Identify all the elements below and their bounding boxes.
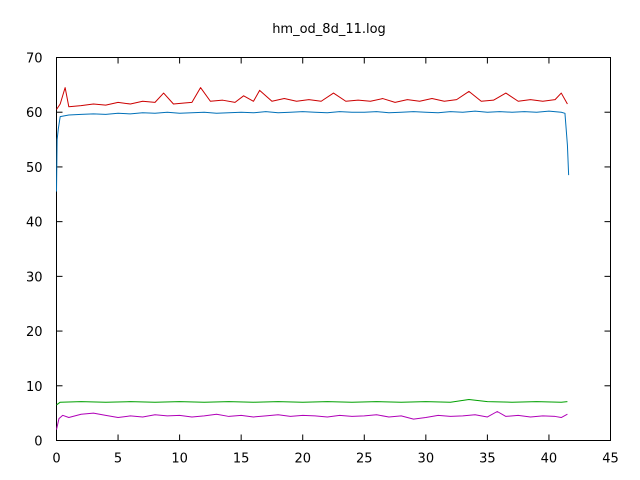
series-line-1 [56,87,568,110]
x-axis: 0 5 10 15 20 25 30 35 40 45 [52,57,619,467]
x-tick-label: 25 [356,452,373,467]
y-axis: 0 10 20 30 40 50 60 70 [26,52,611,450]
y-tick-label: 60 [26,106,43,121]
y-tick-label: 20 [26,325,43,340]
y-tick-label: 10 [26,380,43,395]
series-layer [56,87,570,430]
y-tick-label: 30 [26,270,43,285]
x-tick-label: 5 [114,452,122,467]
plot-frame [56,57,611,441]
y-tick-label: 0 [34,435,42,450]
y-tick-label: 50 [26,161,43,176]
y-tick-label: 40 [26,216,43,231]
y-tick-label: 70 [26,52,43,67]
x-tick-label: 0 [52,452,60,467]
series-line-3 [56,398,568,406]
x-tick-label: 20 [294,452,311,467]
x-tick-label: 10 [171,452,188,467]
series-line-4 [56,411,568,430]
x-tick-label: 40 [541,452,558,467]
x-tick-label: 45 [602,452,619,467]
x-tick-label: 15 [233,452,250,467]
series-line-2 [56,110,570,192]
chart-title: hm_od_8d_11.log [272,22,386,37]
x-tick-label: 35 [479,452,496,467]
x-tick-label: 30 [418,452,435,467]
